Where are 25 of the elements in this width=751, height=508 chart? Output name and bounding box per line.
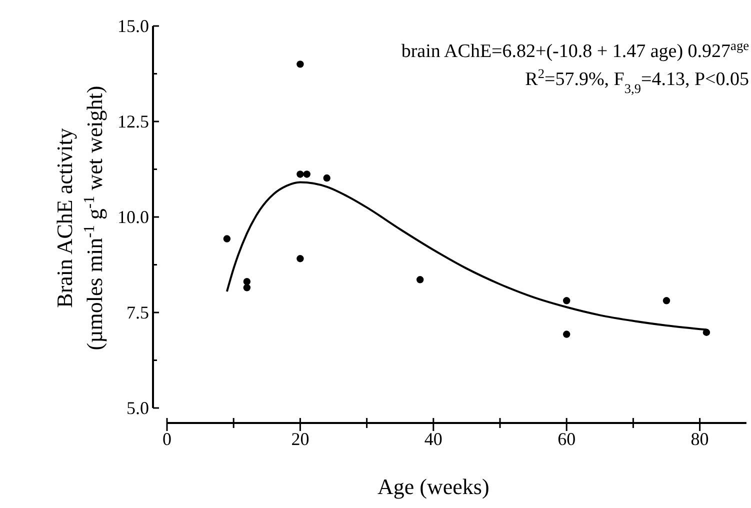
point [296,255,304,262]
x-axis-title: Age (weeks) [378,474,490,499]
point [563,330,570,338]
point [323,174,330,182]
y-tick-label: 5.0 [126,398,149,418]
x-tick-label: 40 [424,429,442,449]
point [223,235,231,242]
x-tick-label: 20 [291,429,310,449]
point [662,297,670,304]
point [296,170,304,178]
annotation: R$^{2}$=57.9%, F$_{3,9}$=4.13, P<0.05 [525,66,749,96]
y-tick-label: 12.5 [118,112,149,132]
y-tick-label: 15.0 [118,16,149,36]
point [243,278,251,286]
point [416,276,424,284]
point [303,170,310,178]
x-tick-label: 60 [558,429,576,449]
y-tick-label: 7.5 [126,302,149,322]
point [563,297,570,304]
y-tick-label: 10.0 [118,207,149,227]
x-tick-label: 80 [690,429,709,449]
point [296,60,304,68]
annotation: brain AChE=6.82+(-10.8 + 1.47 age) 0.927$^{age}$ [401,38,750,62]
x-tick-label: 0 [162,429,172,449]
point [243,284,251,292]
